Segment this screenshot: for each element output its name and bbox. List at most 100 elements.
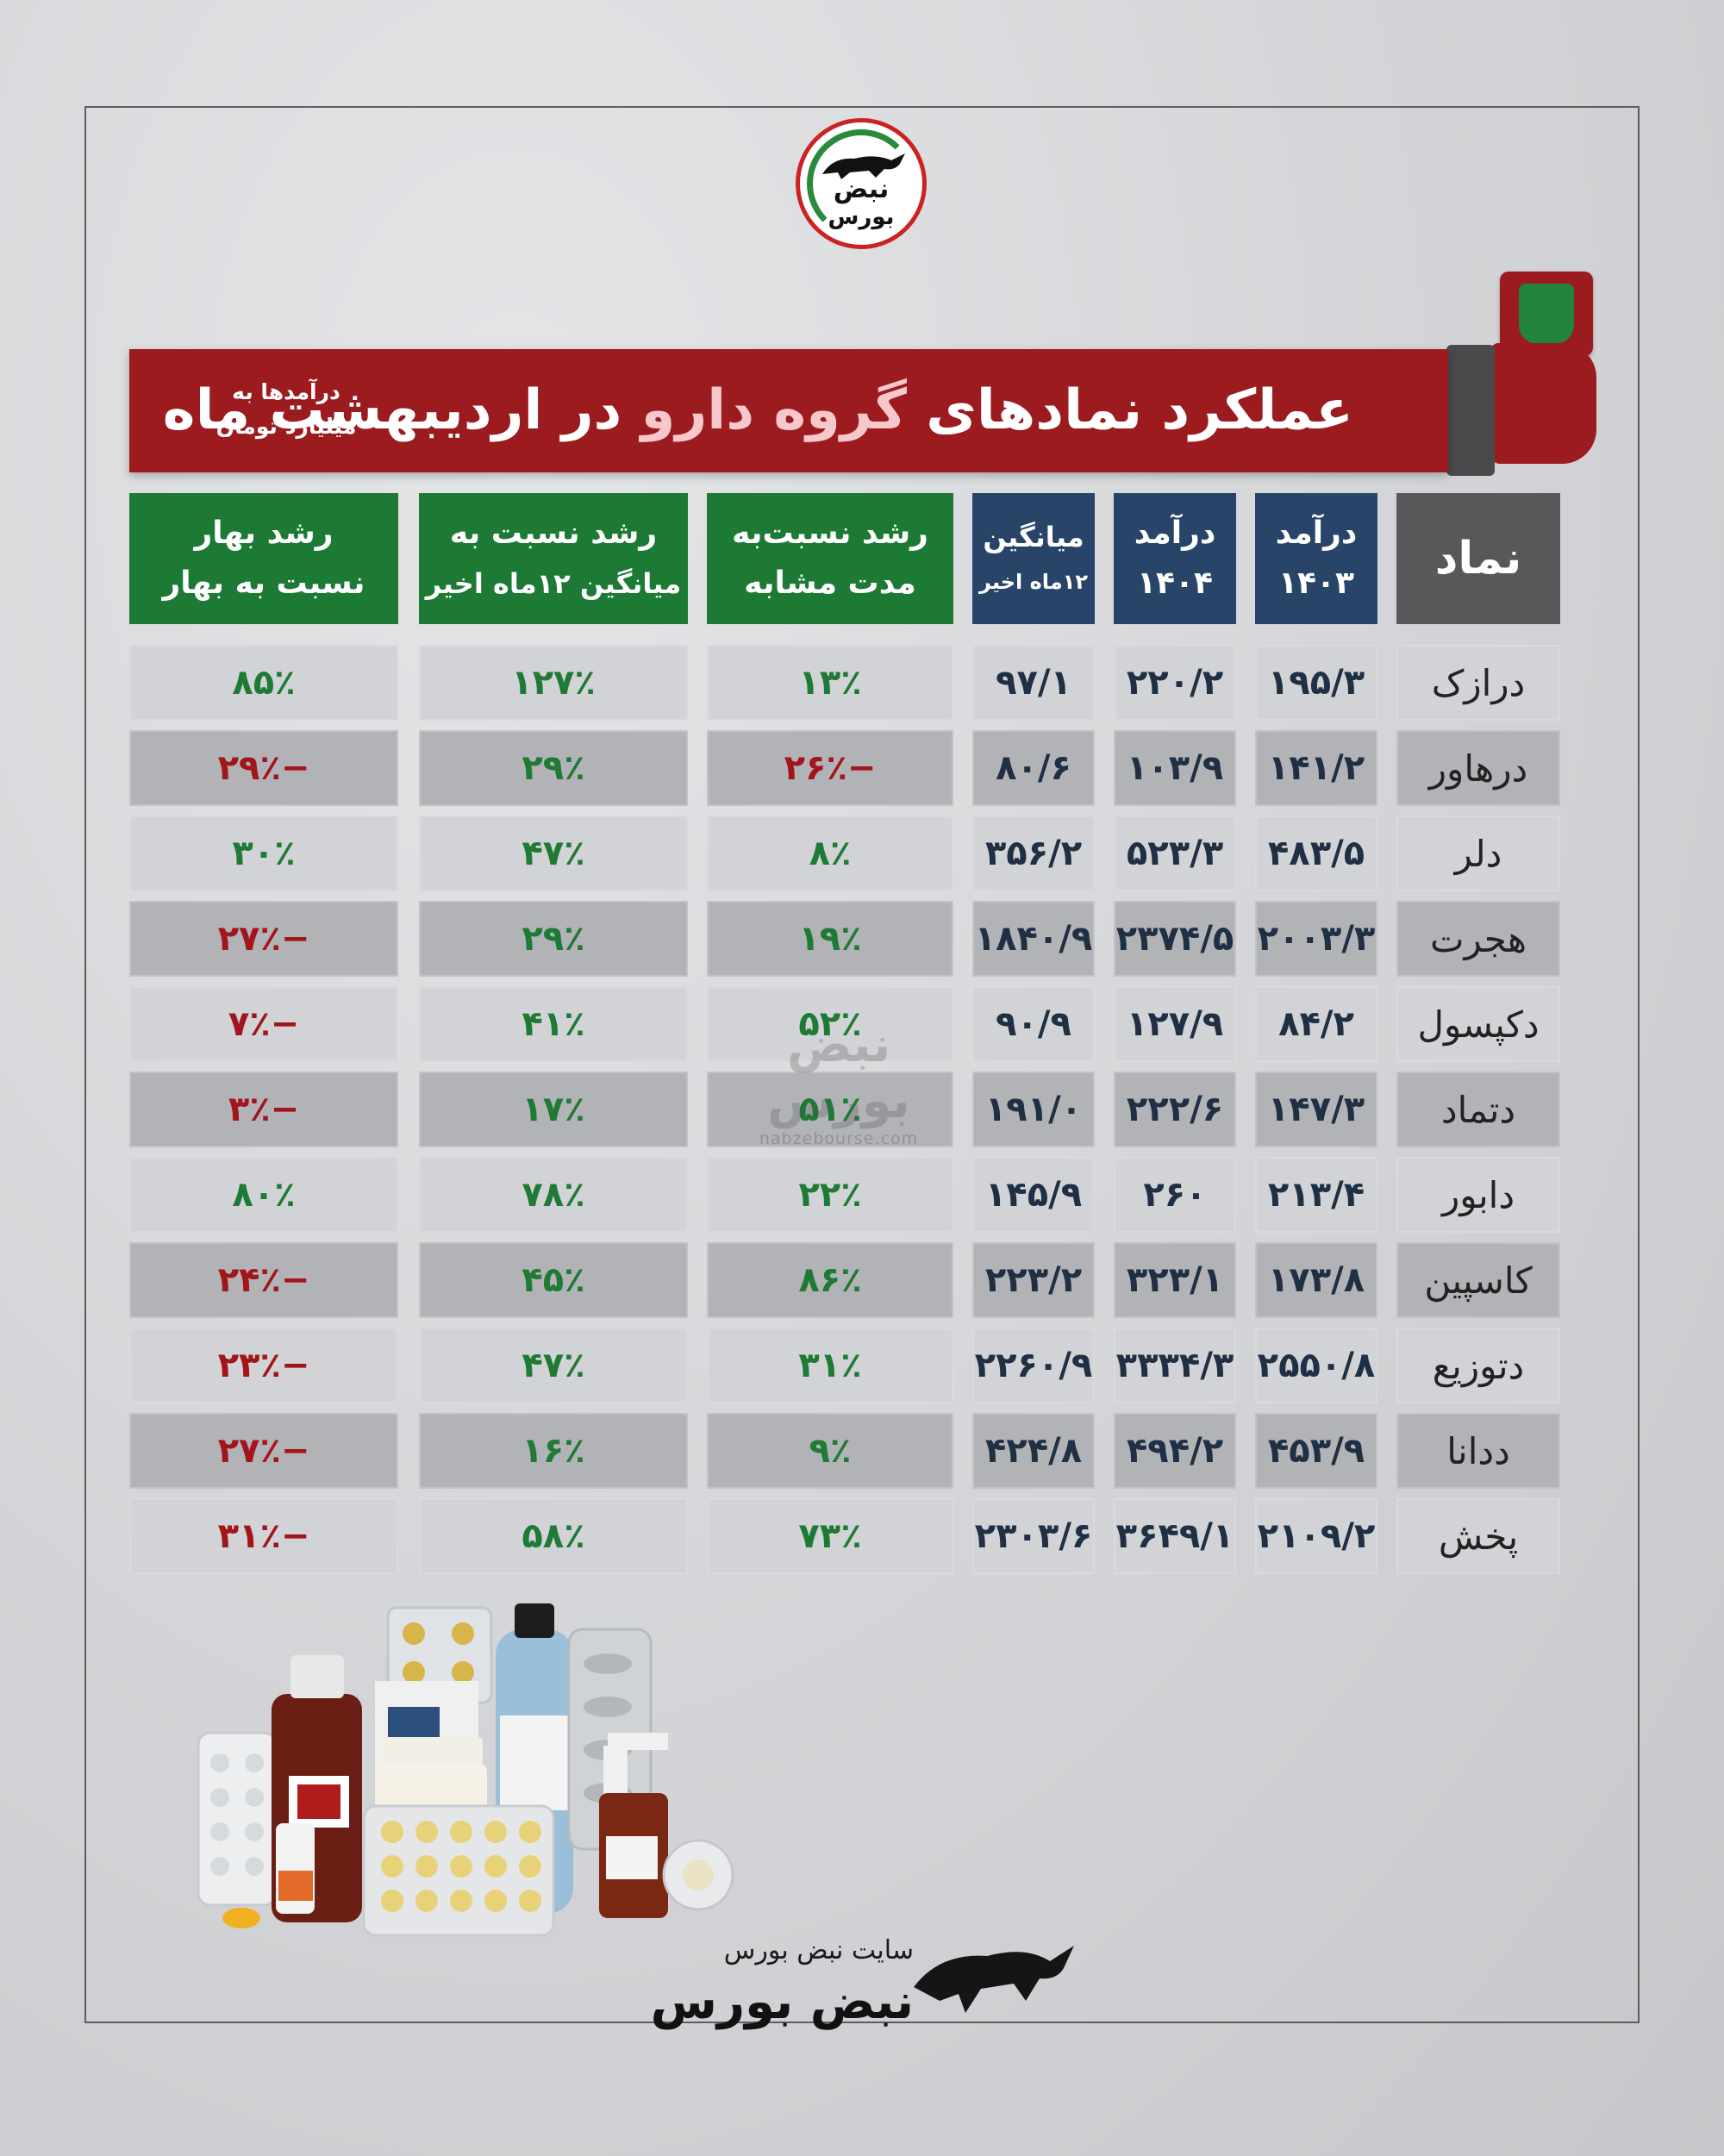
cell-spring: −۷٪ <box>129 986 398 1062</box>
cell-yoy: ۵۲٪ <box>707 986 953 1062</box>
cell-spring: −۲۹٪ <box>129 730 398 806</box>
cell-name: درازک <box>1396 645 1560 721</box>
cell-avg: ۴۲۴/۸ <box>972 1413 1095 1489</box>
cell-r1404: ۴۹۴/۲ <box>1114 1413 1236 1489</box>
header-12m-average: میانگین ۱۲ماه اخیر <box>972 493 1095 624</box>
cell-spring: −۲۷٪ <box>129 1413 398 1489</box>
medicine-bottles-illustration <box>197 1603 734 1937</box>
cell-vsavg: ۴۵٪ <box>419 1242 688 1318</box>
cell-avg: ۳۵۶/۲ <box>972 816 1095 891</box>
cell-r1404: ۱۲۷/۹ <box>1114 986 1236 1062</box>
cell-r1403: ۸۴/۲ <box>1255 986 1377 1062</box>
cell-avg: ۹۰/۹ <box>972 986 1095 1062</box>
title-banner: عملکرد نمادهای گروه دارو در اردیبهشت ماه… <box>129 349 1448 472</box>
footer-site-label: سایت نبض بورس <box>723 1935 914 1965</box>
footer-brand: نبض بورس <box>650 1974 914 2030</box>
cell-avg: ۲۲۶۰/۹ <box>972 1328 1095 1403</box>
page-frame <box>84 106 1640 2023</box>
cell-name: ددانا <box>1396 1413 1560 1489</box>
cell-r1403: ۱۴۱/۲ <box>1255 730 1377 806</box>
cell-r1404: ۲۶۰ <box>1114 1157 1236 1233</box>
cell-avg: ۱۹۱/۰ <box>972 1072 1095 1147</box>
header-growth-spring: رشد بهار نسبت به بهار <box>129 493 398 624</box>
cell-r1404: ۲۲۰/۲ <box>1114 645 1236 721</box>
cell-r1403: ۱۴۷/۳ <box>1255 1072 1377 1147</box>
cell-r1404: ۱۰۳/۹ <box>1114 730 1236 806</box>
cell-avg: ۸۰/۶ <box>972 730 1095 806</box>
cell-avg: ۱۴۵/۹ <box>972 1157 1095 1233</box>
cell-yoy: ۵۱٪ <box>707 1072 953 1147</box>
cell-name: درهاور <box>1396 730 1560 806</box>
cell-vsavg: ۱۲۷٪ <box>419 645 688 721</box>
cell-yoy: ۳۱٪ <box>707 1328 953 1403</box>
title-highlight: گروه دارو <box>640 378 907 442</box>
cell-spring: −۲۴٪ <box>129 1242 398 1318</box>
cell-spring: ۸۰٪ <box>129 1157 398 1233</box>
cell-r1403: ۲۵۵۰/۸ <box>1255 1328 1377 1403</box>
cell-r1404: ۵۲۳/۳ <box>1114 816 1236 891</box>
fist-meter-icon <box>1500 272 1593 356</box>
cell-r1403: ۴۸۳/۵ <box>1255 816 1377 891</box>
cell-spring: −۳٪ <box>129 1072 398 1147</box>
cell-yoy: ۲۲٪ <box>707 1157 953 1233</box>
cell-r1404: ۲۲۲/۶ <box>1114 1072 1236 1147</box>
logo-arc <box>807 129 915 238</box>
cell-vsavg: ۱۷٪ <box>419 1072 688 1147</box>
fist-icon <box>1491 343 1596 464</box>
cell-r1404: ۲۳۷۴/۵ <box>1114 901 1236 977</box>
cell-r1403: ۲۱۰۹/۲ <box>1255 1498 1377 1574</box>
cell-yoy: ۸۶٪ <box>707 1242 953 1318</box>
header-symbol: نماد <box>1396 493 1560 624</box>
cell-yoy: ۸٪ <box>707 816 953 891</box>
watermark: نبض بورس nabzebourse.com <box>759 1017 919 1148</box>
cell-vsavg: ۴۱٪ <box>419 986 688 1062</box>
unit-note: درآمدها به میلیارد تومان <box>216 379 357 439</box>
cell-vsavg: ۴۷٪ <box>419 1328 688 1403</box>
header-revenue-1404: درآمد ۱۴۰۴ <box>1114 493 1236 624</box>
bull-icon <box>822 153 905 179</box>
cell-r1403: ۲۰۰۳/۳ <box>1255 901 1377 977</box>
cell-avg: ۹۷/۱ <box>972 645 1095 721</box>
cell-spring: ۳۰٪ <box>129 816 398 891</box>
footer-logo: سایت نبض بورس نبض بورس <box>651 1922 1078 2052</box>
logo-line1: نبض <box>833 174 890 204</box>
cell-spring: −۳۱٪ <box>129 1498 398 1574</box>
cell-vsavg: ۱۶٪ <box>419 1413 688 1489</box>
header-growth-yoy: رشد نسبت‌به مدت مشابه <box>707 493 953 624</box>
brand-logo: نبض بورس <box>796 118 927 249</box>
logo-line2: بورس <box>828 204 895 230</box>
sleeve-cuff <box>1446 345 1495 476</box>
cell-avg: ۱۸۴۰/۹ <box>972 901 1095 977</box>
cell-name: دتماد <box>1396 1072 1560 1147</box>
cell-vsavg: ۷۸٪ <box>419 1157 688 1233</box>
cell-name: دکپسول <box>1396 986 1560 1062</box>
cell-yoy: −۲۶٪ <box>707 730 953 806</box>
cell-yoy: ۹٪ <box>707 1413 953 1489</box>
cell-name: دلر <box>1396 816 1560 891</box>
cell-r1404: ۳۲۳/۱ <box>1114 1242 1236 1318</box>
cell-r1403: ۱۷۳/۸ <box>1255 1242 1377 1318</box>
cell-avg: ۲۲۳/۲ <box>972 1242 1095 1318</box>
cell-yoy: ۷۳٪ <box>707 1498 953 1574</box>
cell-name: دابور <box>1396 1157 1560 1233</box>
cell-name: پخش <box>1396 1498 1560 1574</box>
cell-name: هجرت <box>1396 901 1560 977</box>
cell-vsavg: ۲۹٪ <box>419 901 688 977</box>
cell-vsavg: ۵۸٪ <box>419 1498 688 1574</box>
cell-spring: −۲۳٪ <box>129 1328 398 1403</box>
cell-yoy: ۱۹٪ <box>707 901 953 977</box>
header-growth-vs-average: رشد نسبت به میانگین ۱۲ماه اخیر <box>419 493 688 624</box>
bull-icon <box>914 1946 1074 2013</box>
header-revenue-1403: درآمد ۱۴۰۳ <box>1255 493 1377 624</box>
cell-name: دتوزیع <box>1396 1328 1560 1403</box>
cell-spring: ۸۵٪ <box>129 645 398 721</box>
cell-r1404: ۳۳۳۴/۳ <box>1114 1328 1236 1403</box>
cell-spring: −۲۷٪ <box>129 901 398 977</box>
cell-avg: ۲۳۰۳/۶ <box>972 1498 1095 1574</box>
cell-yoy: ۱۳٪ <box>707 645 953 721</box>
cell-vsavg: ۲۹٪ <box>419 730 688 806</box>
page-title: عملکرد نمادهای گروه دارو در اردیبهشت ماه <box>162 378 1353 442</box>
cell-r1404: ۳۶۴۹/۱ <box>1114 1498 1236 1574</box>
cell-r1403: ۲۱۳/۴ <box>1255 1157 1377 1233</box>
cell-r1403: ۱۹۵/۳ <box>1255 645 1377 721</box>
